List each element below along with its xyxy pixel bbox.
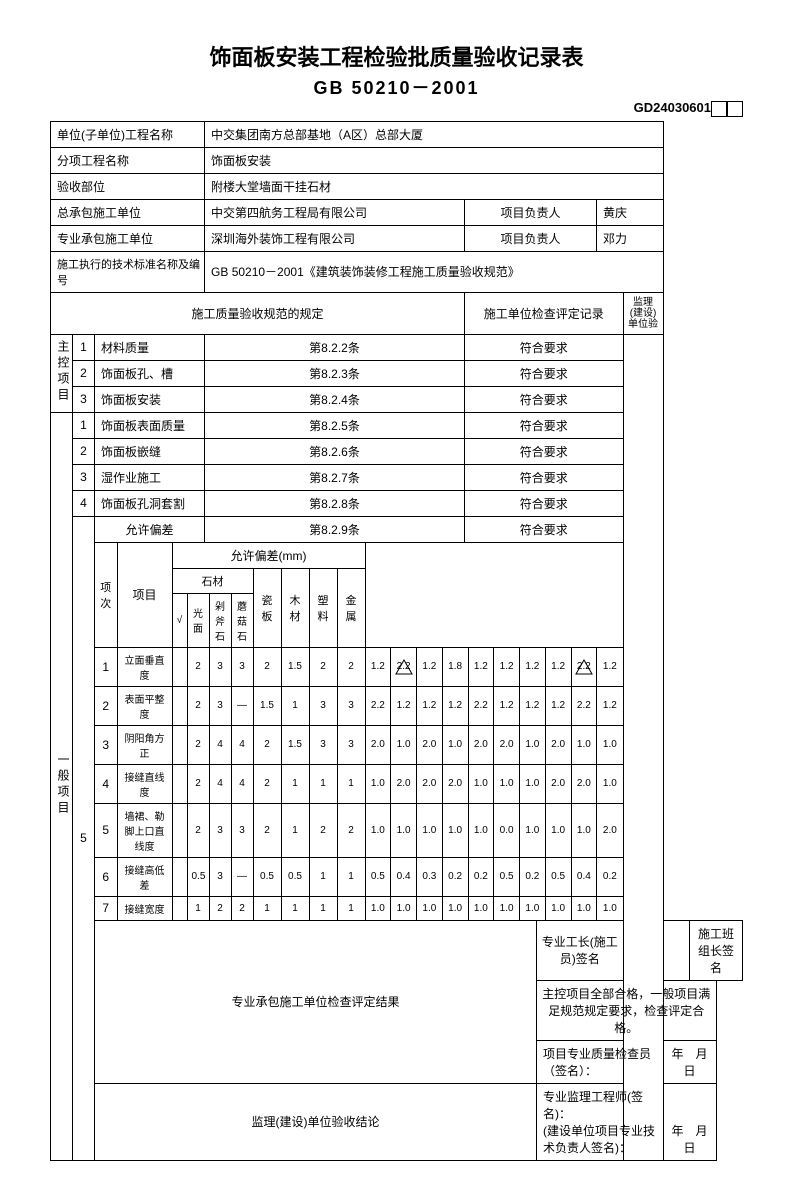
header-table: 单位(子单位)工程名称中交集团南方总部基地（A区）总部大厦 分项工程名称饰面板安… — [50, 121, 743, 1161]
page-title: 饰面板安装工程检验批质量验收记录表 — [50, 40, 743, 72]
deviation-table: 项次 项目 允许偏差(mm) 石材 瓷板 木材 塑料 金属 √ 光面 剁斧石 蘑… — [95, 543, 623, 920]
doc-code: GD24030601 — [50, 100, 743, 117]
page-subtitle: GB 50210－2001 — [50, 74, 743, 100]
